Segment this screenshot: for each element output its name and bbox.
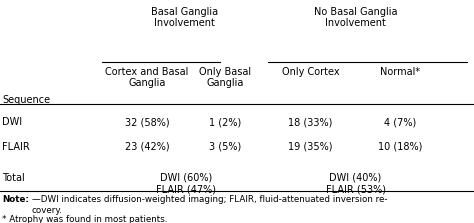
Text: Only Basal
Ganglia: Only Basal Ganglia — [199, 67, 251, 89]
Text: 23 (42%): 23 (42%) — [125, 142, 169, 152]
Text: 1 (2%): 1 (2%) — [209, 117, 241, 127]
Text: Basal Ganglia
Involvement: Basal Ganglia Involvement — [151, 7, 219, 28]
Text: DWI (60%)
FLAIR (47%): DWI (60%) FLAIR (47%) — [156, 173, 216, 194]
Text: 4 (7%): 4 (7%) — [384, 117, 417, 127]
Text: Normal*: Normal* — [381, 67, 420, 77]
Text: Note:: Note: — [2, 195, 29, 204]
Text: DWI (40%)
FLAIR (53%): DWI (40%) FLAIR (53%) — [326, 173, 385, 194]
Text: 19 (35%): 19 (35%) — [288, 142, 333, 152]
Text: Sequence: Sequence — [2, 95, 51, 105]
Text: * Atrophy was found in most patients.: * Atrophy was found in most patients. — [2, 215, 168, 223]
Text: No Basal Ganglia
Involvement: No Basal Ganglia Involvement — [314, 7, 397, 28]
Text: FLAIR: FLAIR — [2, 142, 30, 152]
Text: Only Cortex: Only Cortex — [282, 67, 339, 77]
Text: 18 (33%): 18 (33%) — [288, 117, 333, 127]
Text: 10 (18%): 10 (18%) — [378, 142, 423, 152]
Text: Total: Total — [2, 173, 25, 183]
Text: DWI: DWI — [2, 117, 22, 127]
Text: Cortex and Basal
Ganglia: Cortex and Basal Ganglia — [105, 67, 189, 89]
Text: —DWI indicates diffusion-weighted imaging; FLAIR, fluid-attenuated inversion re-: —DWI indicates diffusion-weighted imagin… — [32, 195, 387, 215]
Text: 3 (5%): 3 (5%) — [209, 142, 241, 152]
Text: 32 (58%): 32 (58%) — [125, 117, 169, 127]
